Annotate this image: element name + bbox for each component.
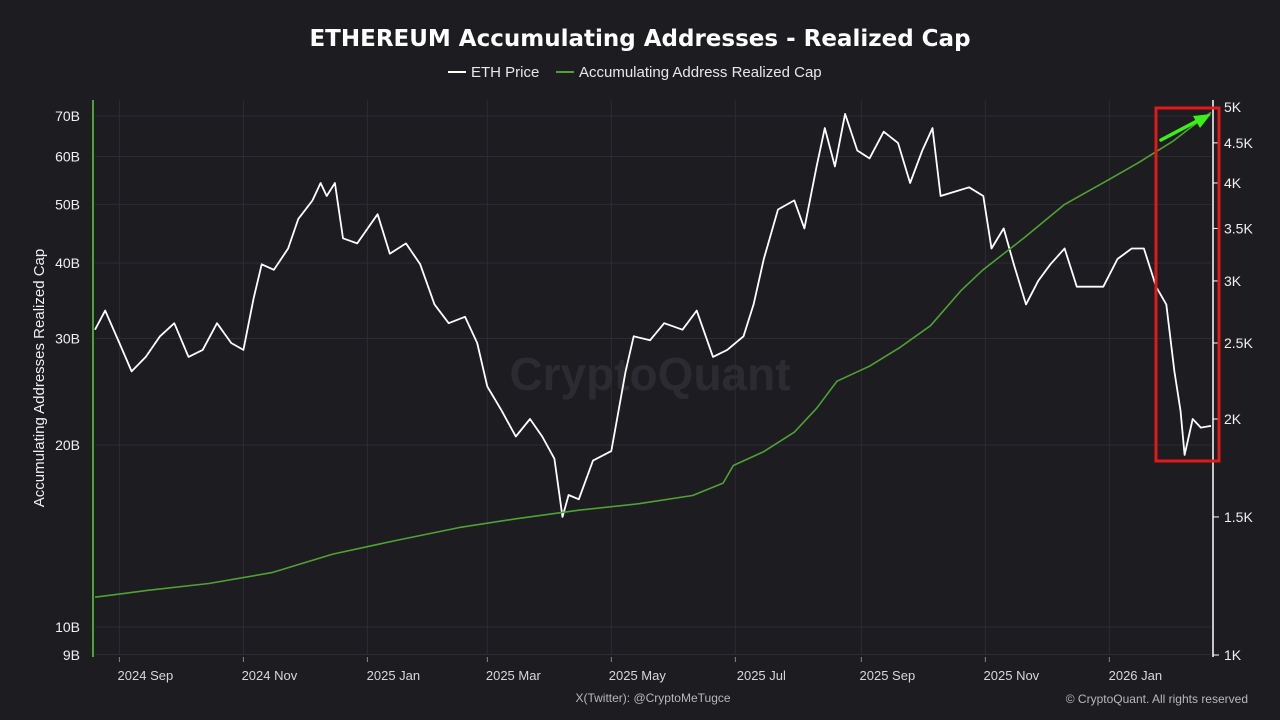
- plot-area: [94, 111, 1212, 598]
- series-line-realized-cap: [94, 111, 1212, 598]
- y-tick-left: 50B: [55, 196, 80, 212]
- series-line-eth-price: [94, 113, 1212, 518]
- chart-title: ETHEREUM Accumulating Addresses - Realiz…: [309, 26, 970, 52]
- y-tick-right: 1.5K: [1224, 509, 1253, 525]
- y-tick-right: 1K: [1224, 647, 1242, 663]
- legend-label-eth-price: ETH Price: [471, 64, 539, 81]
- y-tick-right: 4.5K: [1224, 135, 1253, 151]
- y-tick-left: 70B: [55, 108, 80, 124]
- y-tick-right: 2.5K: [1224, 335, 1253, 351]
- x-tick: 2025 Mar: [486, 668, 542, 683]
- x-tick: 2025 May: [609, 668, 667, 683]
- legend-label-realized-cap: Accumulating Address Realized Cap: [579, 64, 822, 81]
- y-tick-right: 5K: [1224, 99, 1242, 115]
- x-tick: 2025 Nov: [984, 668, 1040, 683]
- watermark: CryptoQuant: [509, 348, 790, 400]
- x-axis-ticks: 2024 Sep 2024 Nov 2025 Jan 2025 Mar 2025 May…: [118, 657, 1163, 683]
- x-tick: 2026 Jan: [1109, 668, 1163, 683]
- right-axis-ticks: 5K 4.5K 4K 3.5K 3K 2.5K 2K 1.5K 1K: [1213, 99, 1253, 663]
- highlight-box: [1154, 106, 1221, 463]
- y-tick-right: 3.5K: [1224, 220, 1253, 236]
- y-tick-right: 3K: [1224, 273, 1242, 289]
- y-tick-left: 10B: [55, 619, 80, 635]
- y-tick-left: 30B: [55, 331, 80, 347]
- grid: [95, 100, 1211, 656]
- y-tick-left: 9B: [63, 647, 80, 663]
- footer-copyright: © CryptoQuant. All rights reserved: [1066, 692, 1248, 706]
- x-tick: 2025 Jan: [367, 668, 421, 683]
- footer-twitter-handle: X(Twitter): @CryptoMeTugce: [575, 691, 730, 705]
- y-tick-right: 4K: [1224, 175, 1242, 191]
- y-tick-right: 2K: [1224, 411, 1242, 427]
- legend: ETH Price Accumulating Address Realized …: [448, 64, 822, 81]
- x-tick: 2025 Sep: [860, 668, 916, 683]
- y-axis-label-left: Accumulating Addresses Realized Cap: [31, 249, 48, 507]
- x-tick: 2024 Sep: [118, 668, 174, 683]
- x-tick: 2024 Nov: [242, 668, 298, 683]
- x-tick: 2025 Jul: [737, 668, 786, 683]
- y-tick-left: 20B: [55, 437, 80, 453]
- left-axis-ticks: 70B 60B 50B 40B 30B 20B 10B 9B: [55, 108, 80, 663]
- y-tick-left: 60B: [55, 148, 80, 164]
- up-arrow-icon: [1159, 114, 1211, 142]
- y-tick-left: 40B: [55, 255, 80, 271]
